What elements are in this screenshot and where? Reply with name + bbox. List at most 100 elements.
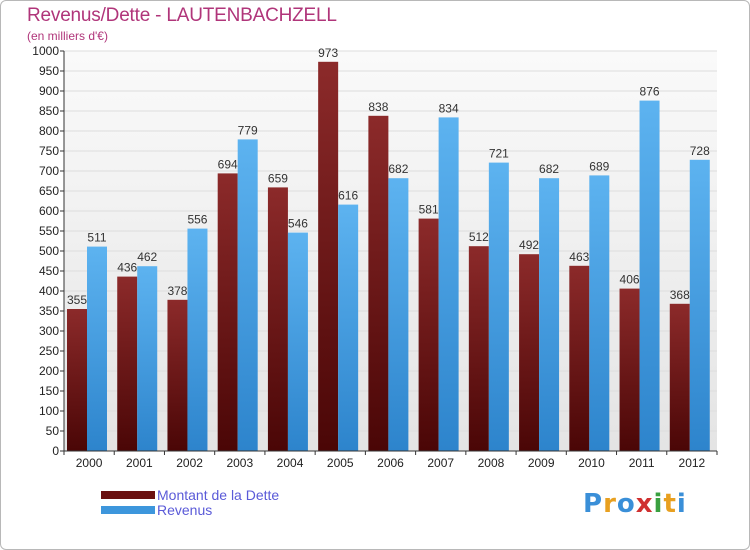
- x-tick-label: 2007: [427, 456, 454, 470]
- logo-letter: P: [583, 489, 604, 519]
- x-tick-label: 2004: [277, 456, 304, 470]
- bar-revenus: [539, 178, 560, 451]
- bar-revenus: [438, 117, 459, 452]
- bar-dette: [519, 254, 540, 451]
- bar-revenus: [589, 175, 610, 451]
- bar-dette: [569, 265, 590, 451]
- bar-revenus: [237, 139, 258, 451]
- data-label: 973: [318, 46, 338, 60]
- data-label: 728: [690, 144, 710, 158]
- y-tick-label: 800: [39, 124, 59, 138]
- bar-dette: [669, 303, 690, 451]
- bar-dette: [418, 218, 439, 451]
- bar-dette: [318, 61, 339, 452]
- bar-dette: [117, 276, 138, 451]
- logo-letter: x: [635, 489, 654, 519]
- logo-letter: o: [616, 489, 636, 519]
- y-tick-label: 0: [52, 444, 59, 458]
- y-tick-label: 200: [39, 364, 59, 378]
- y-tick-label: 850: [39, 104, 59, 118]
- data-label: 436: [117, 261, 137, 275]
- chart-title: Revenus/Dette - LAUTENBACHZELL: [27, 5, 337, 26]
- legend-item-revenus: Revenus: [101, 502, 212, 518]
- y-tick-label: 300: [39, 324, 59, 338]
- data-label: 492: [519, 238, 539, 252]
- bar-revenus: [137, 266, 158, 451]
- data-label: 834: [439, 101, 459, 115]
- bar-revenus: [639, 100, 660, 451]
- bar-dette: [167, 299, 188, 451]
- legend-label-revenus: Revenus: [157, 502, 213, 518]
- data-label: 694: [218, 157, 238, 171]
- data-label: 616: [338, 189, 358, 203]
- bar-dette: [217, 173, 238, 451]
- data-label: 546: [288, 217, 308, 231]
- y-tick-label: 250: [39, 344, 59, 358]
- chart-subtitle: (en milliers d'€): [27, 29, 108, 43]
- y-tick-label: 400: [39, 284, 59, 298]
- bar-revenus: [338, 204, 359, 451]
- data-label: 556: [187, 213, 207, 227]
- y-tick-label: 600: [39, 204, 59, 218]
- bar-revenus: [187, 228, 208, 451]
- data-label: 689: [589, 159, 609, 173]
- bar-dette: [267, 187, 288, 451]
- logo-letter: r: [603, 489, 617, 519]
- data-label: 682: [388, 162, 408, 176]
- x-tick-label: 2012: [679, 456, 706, 470]
- data-label: 779: [238, 123, 258, 137]
- legend-swatch-revenus: [101, 506, 155, 514]
- data-label: 581: [419, 203, 439, 217]
- data-label: 378: [167, 284, 187, 298]
- x-tick-label: 2002: [176, 456, 203, 470]
- data-label: 462: [137, 250, 157, 264]
- y-tick-label: 50: [46, 424, 60, 438]
- y-tick-label: 150: [39, 384, 59, 398]
- bar-revenus: [689, 159, 710, 452]
- bar-revenus: [388, 178, 409, 451]
- data-label: 838: [368, 100, 388, 114]
- logo-letter: i: [653, 489, 664, 519]
- data-label: 463: [569, 250, 589, 264]
- data-label: 368: [670, 288, 690, 302]
- y-tick-label: 650: [39, 184, 59, 198]
- y-tick-label: 700: [39, 164, 59, 178]
- y-tick-label: 900: [39, 84, 59, 98]
- data-label: 406: [620, 273, 640, 287]
- legend-swatch-dette: [101, 491, 155, 499]
- y-tick-label: 550: [39, 224, 59, 238]
- y-tick-label: 450: [39, 264, 59, 278]
- logo-letter: t: [663, 489, 677, 519]
- data-label: 682: [539, 162, 559, 176]
- x-tick-label: 2000: [76, 456, 103, 470]
- y-tick-label: 350: [39, 304, 59, 318]
- bar-dette: [468, 246, 489, 451]
- x-tick-label: 2008: [478, 456, 505, 470]
- x-tick-label: 2006: [377, 456, 404, 470]
- x-tick-label: 2001: [126, 456, 153, 470]
- x-tick-label: 2011: [629, 456, 655, 470]
- bar-dette: [619, 288, 640, 451]
- data-label: 512: [469, 230, 489, 244]
- x-tick-label: 2003: [226, 456, 253, 470]
- bar-revenus: [287, 232, 308, 451]
- proxiti-logo: Proxiti: [583, 489, 687, 519]
- data-label: 721: [489, 147, 509, 161]
- data-label: 659: [268, 171, 288, 185]
- y-tick-label: 750: [39, 144, 59, 158]
- y-tick-label: 100: [39, 404, 59, 418]
- x-tick-label: 2005: [327, 456, 354, 470]
- y-tick-label: 500: [39, 244, 59, 258]
- y-tick-label: 1000: [32, 44, 59, 58]
- data-label: 511: [87, 231, 106, 245]
- bar-dette: [67, 309, 87, 451]
- data-label: 876: [640, 85, 660, 99]
- bar-revenus: [488, 162, 509, 451]
- y-tick-label: 950: [39, 64, 59, 78]
- legend-item-dette: Montant de la Dette: [101, 487, 279, 503]
- bar-dette: [368, 115, 389, 452]
- bar-revenus: [87, 246, 107, 451]
- x-tick-label: 2009: [528, 456, 555, 470]
